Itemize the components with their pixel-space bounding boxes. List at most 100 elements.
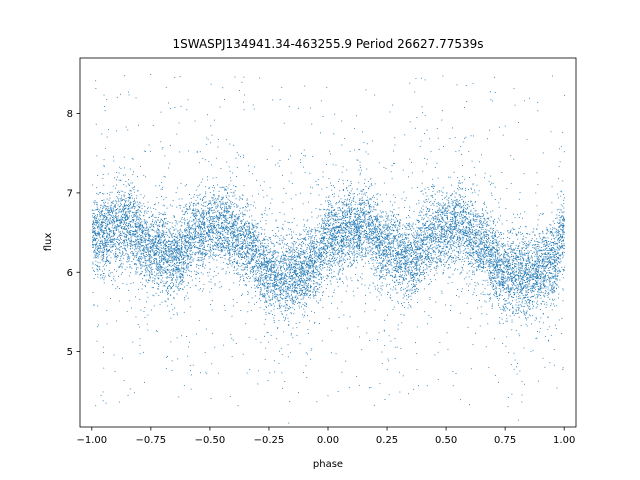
data-point (257, 245, 259, 247)
data-point (561, 333, 563, 334)
data-point (148, 217, 150, 219)
data-point (136, 216, 138, 218)
data-point (371, 239, 372, 241)
data-point (552, 273, 554, 275)
data-point (385, 248, 387, 250)
data-point (359, 232, 360, 233)
data-point (290, 270, 292, 272)
data-point (555, 283, 557, 284)
data-point (542, 213, 543, 215)
data-point (543, 249, 544, 251)
data-point (275, 289, 277, 290)
data-point (405, 235, 407, 236)
data-point (548, 339, 550, 341)
data-point (553, 287, 555, 289)
data-point (513, 352, 515, 354)
data-point (438, 258, 440, 260)
data-point (106, 136, 108, 138)
data-point (254, 245, 256, 247)
data-point (102, 193, 104, 194)
data-point (234, 190, 236, 192)
data-point (393, 194, 394, 196)
data-point (152, 277, 154, 279)
data-point (294, 289, 296, 291)
data-point (205, 251, 207, 253)
data-point (143, 351, 144, 353)
data-point (515, 281, 516, 282)
data-point (315, 272, 317, 273)
data-point (560, 247, 562, 248)
data-point (381, 268, 382, 270)
data-point (307, 315, 308, 317)
data-point (473, 167, 475, 169)
data-point (123, 216, 124, 218)
data-point (512, 273, 514, 275)
data-point (372, 225, 374, 227)
data-point (267, 263, 268, 264)
data-point (141, 242, 143, 243)
data-point (512, 292, 514, 293)
data-point (540, 271, 542, 273)
data-point (435, 236, 437, 238)
data-point (231, 265, 233, 267)
data-point (182, 254, 183, 256)
data-point (367, 240, 369, 242)
data-point (396, 261, 398, 263)
data-point (177, 187, 178, 189)
data-point (150, 248, 152, 249)
data-point (204, 255, 206, 257)
data-point (414, 265, 416, 267)
data-point (406, 263, 408, 265)
data-point (380, 287, 382, 289)
data-point (184, 248, 186, 250)
data-point (116, 196, 118, 197)
data-point (504, 271, 505, 273)
data-point (118, 219, 120, 221)
data-point (362, 266, 364, 267)
data-point (305, 257, 307, 259)
data-point (309, 172, 311, 174)
data-point (391, 224, 393, 225)
data-point (195, 218, 196, 220)
data-point (311, 310, 313, 312)
data-point (559, 237, 561, 238)
data-point (527, 255, 529, 256)
data-point (423, 239, 425, 241)
data-point (307, 253, 309, 255)
data-point (562, 289, 564, 291)
data-point (134, 202, 136, 204)
data-point (331, 231, 333, 233)
data-point (310, 260, 312, 262)
data-point (562, 274, 563, 275)
data-point (349, 255, 351, 257)
data-point (217, 244, 219, 246)
data-point (395, 267, 397, 269)
data-point (277, 255, 279, 257)
data-point (414, 263, 416, 265)
data-point (218, 217, 220, 219)
data-point (492, 261, 494, 262)
data-point (303, 256, 305, 258)
data-point (563, 243, 565, 245)
data-point (348, 243, 350, 245)
data-point (153, 230, 155, 231)
data-point (275, 252, 276, 254)
data-point (342, 202, 343, 203)
data-point (266, 300, 268, 302)
data-point (437, 217, 439, 219)
data-point (348, 194, 349, 196)
data-point (120, 255, 122, 257)
data-point (230, 203, 232, 205)
data-point (211, 204, 213, 206)
data-point (176, 241, 178, 243)
data-point (183, 235, 185, 237)
data-point (381, 363, 383, 364)
data-point (334, 239, 336, 241)
data-point (224, 247, 226, 249)
data-point (155, 245, 157, 247)
data-point (232, 228, 234, 230)
data-point (126, 211, 128, 213)
data-point (243, 251, 245, 253)
data-point (253, 259, 255, 261)
data-point (377, 231, 378, 232)
